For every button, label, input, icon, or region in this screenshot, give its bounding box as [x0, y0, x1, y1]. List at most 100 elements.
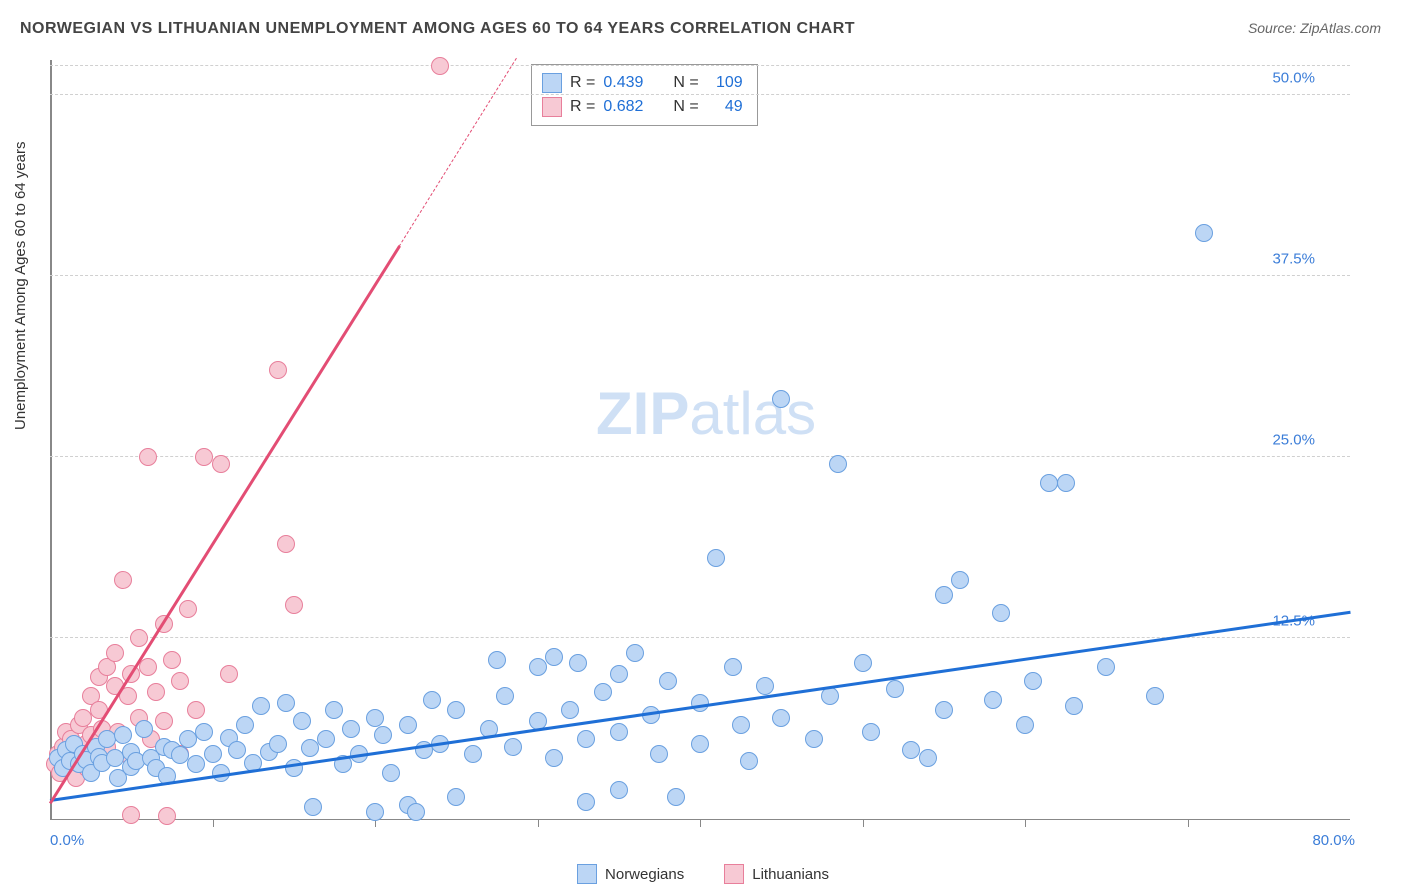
data-point-blue	[594, 683, 612, 701]
x-axis-label: 0.0%	[50, 832, 84, 849]
plot-area: ZIPatlas R =0.439N =109R =0.682N =49 12.…	[50, 60, 1350, 820]
data-point-blue	[935, 701, 953, 719]
data-point-pink	[179, 600, 197, 618]
data-point-blue	[992, 604, 1010, 622]
data-point-blue	[342, 720, 360, 738]
stat-r-value: 0.682	[603, 95, 657, 119]
y-tick-label: 37.5%	[1272, 251, 1315, 268]
data-point-blue	[374, 726, 392, 744]
data-point-pink	[147, 683, 165, 701]
data-point-pink	[155, 712, 173, 730]
data-point-blue	[195, 723, 213, 741]
data-point-blue	[626, 644, 644, 662]
y-axis-line	[50, 60, 52, 819]
data-point-blue	[277, 694, 295, 712]
x-tick	[213, 819, 214, 827]
legend-label: Lithuanians	[752, 866, 829, 883]
chart-title: NORWEGIAN VS LITHUANIAN UNEMPLOYMENT AMO…	[20, 20, 855, 38]
data-point-blue	[366, 709, 384, 727]
swatch-pink	[724, 864, 744, 884]
data-point-blue	[464, 745, 482, 763]
data-point-pink	[158, 807, 176, 825]
data-point-pink	[431, 57, 449, 75]
data-point-pink	[106, 644, 124, 662]
data-point-blue	[204, 745, 222, 763]
data-point-blue	[902, 741, 920, 759]
trend-line-pink-dash	[399, 58, 517, 247]
data-point-blue	[951, 571, 969, 589]
y-tick-label: 50.0%	[1272, 70, 1315, 87]
data-point-blue	[407, 803, 425, 821]
stat-r-label: R =	[570, 71, 595, 95]
data-point-blue	[114, 726, 132, 744]
stats-row-blue: R = 0.439 N = 109	[542, 71, 743, 95]
data-point-blue	[862, 723, 880, 741]
stat-n-label: N =	[673, 71, 698, 95]
data-point-blue	[529, 658, 547, 676]
data-point-blue	[171, 746, 189, 764]
stat-r-value: 0.439	[603, 71, 657, 95]
data-point-blue	[252, 697, 270, 715]
data-point-blue	[1146, 687, 1164, 705]
data-point-blue	[707, 549, 725, 567]
data-point-blue	[886, 680, 904, 698]
data-point-blue	[382, 764, 400, 782]
data-point-pink	[139, 448, 157, 466]
data-point-pink	[74, 709, 92, 727]
stat-n-value: 49	[707, 95, 743, 119]
legend-item-pink: Lithuanians	[724, 864, 829, 884]
data-point-blue	[423, 691, 441, 709]
data-point-blue	[772, 390, 790, 408]
data-point-blue	[650, 745, 668, 763]
swatch-pink	[542, 97, 562, 117]
data-point-blue	[569, 654, 587, 672]
data-point-pink	[277, 535, 295, 553]
bottom-legend: Norwegians Lithuanians	[0, 864, 1406, 884]
x-tick	[538, 819, 539, 827]
data-point-blue	[984, 691, 1002, 709]
data-point-blue	[236, 716, 254, 734]
grid-line	[50, 275, 1350, 276]
data-point-blue	[1024, 672, 1042, 690]
data-point-pink	[212, 455, 230, 473]
data-point-pink	[285, 596, 303, 614]
x-axis-label: 80.0%	[1312, 832, 1355, 849]
data-point-blue	[269, 735, 287, 753]
data-point-blue	[667, 788, 685, 806]
data-point-blue	[577, 793, 595, 811]
data-point-blue	[610, 723, 628, 741]
legend-label: Norwegians	[605, 866, 684, 883]
x-tick	[700, 819, 701, 827]
data-point-pink	[130, 629, 148, 647]
data-point-blue	[561, 701, 579, 719]
data-point-blue	[577, 730, 595, 748]
data-point-blue	[756, 677, 774, 695]
data-point-pink	[163, 651, 181, 669]
data-point-blue	[293, 712, 311, 730]
stat-n-value: 109	[707, 71, 743, 95]
source-prefix: Source:	[1248, 20, 1300, 36]
data-point-blue	[317, 730, 335, 748]
y-axis-label: Unemployment Among Ages 60 to 64 years	[12, 141, 29, 430]
data-point-blue	[228, 741, 246, 759]
legend-item-blue: Norwegians	[577, 864, 684, 884]
grid-line	[50, 94, 1350, 95]
data-point-blue	[691, 735, 709, 753]
data-point-blue	[399, 716, 417, 734]
data-point-blue	[1195, 224, 1213, 242]
swatch-blue	[577, 864, 597, 884]
data-point-blue	[805, 730, 823, 748]
data-point-blue	[1057, 474, 1075, 492]
data-point-blue	[135, 720, 153, 738]
data-point-blue	[447, 701, 465, 719]
data-point-blue	[187, 755, 205, 773]
x-tick	[863, 819, 864, 827]
data-point-blue	[740, 752, 758, 770]
grid-line	[50, 456, 1350, 457]
data-point-blue	[732, 716, 750, 734]
grid-line	[50, 65, 1350, 66]
data-point-blue	[659, 672, 677, 690]
data-point-blue	[935, 586, 953, 604]
data-point-pink	[220, 665, 238, 683]
data-point-blue	[304, 798, 322, 816]
